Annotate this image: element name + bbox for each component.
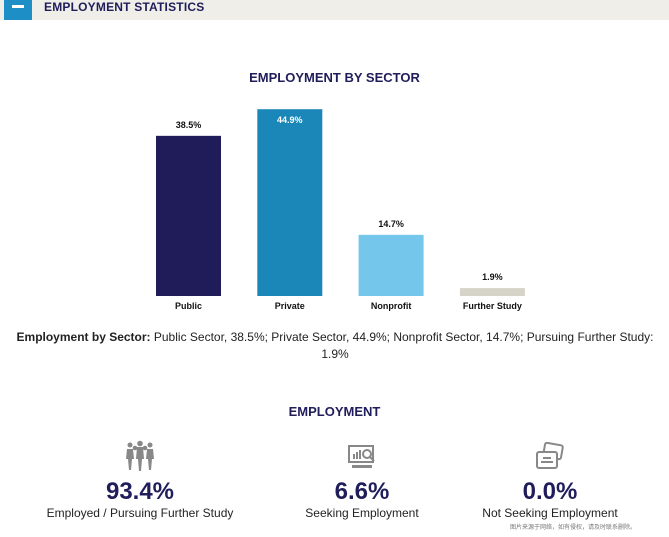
category-label: Nonprofit bbox=[371, 301, 412, 311]
description-text: Public Sector, 38.5%; Private Sector, 44… bbox=[150, 330, 654, 361]
data-label: 44.9% bbox=[277, 115, 303, 125]
collapse-toggle-button[interactable] bbox=[4, 0, 32, 20]
bar-chart: 38.5% Public 44.9% Private 14.7% Nonprofit 1.9… bbox=[156, 109, 525, 311]
bar-private bbox=[257, 109, 323, 296]
stat-value: 6.6% bbox=[334, 478, 390, 505]
stat-seeking: 6.6% Seeking Employment bbox=[252, 440, 472, 520]
data-label: 38.5% bbox=[176, 120, 202, 130]
stat-value: 93.4% bbox=[105, 478, 175, 505]
bar-further-study bbox=[459, 288, 525, 296]
stat-label: Employed / Pursuing Further Study bbox=[46, 506, 234, 520]
bar-public bbox=[156, 135, 221, 296]
stat-not-seeking: 0.0% Not Seeking Employment bbox=[440, 440, 660, 520]
bar-nonprofit bbox=[358, 234, 424, 296]
data-label: 1.9% bbox=[482, 272, 503, 282]
stat-label: Not Seeking Employment bbox=[482, 506, 618, 520]
category-label: Public bbox=[175, 301, 202, 311]
stat-employed: 93.4% Employed / Pursuing Further Study bbox=[30, 440, 250, 520]
data-label: 14.7% bbox=[378, 219, 404, 229]
people-group-icon bbox=[30, 440, 250, 472]
category-label: Further Study bbox=[463, 301, 522, 311]
chart-title: EMPLOYMENT BY SECTOR bbox=[249, 70, 420, 85]
employment-title: EMPLOYMENT bbox=[288, 404, 381, 419]
category-label: Private bbox=[275, 301, 305, 311]
monitor-search-icon bbox=[252, 440, 472, 472]
description-label: Employment by Sector: bbox=[16, 330, 151, 344]
cards-icon bbox=[440, 440, 660, 472]
chart-description: Employment by Sector: Public Sector, 38.… bbox=[10, 329, 660, 363]
section-header: EMPLOYMENT STATISTICS bbox=[0, 0, 669, 20]
stat-label: Seeking Employment bbox=[305, 506, 419, 520]
watermark: 图片来源于网络，如有侵权，请及时联系删除。 bbox=[510, 525, 637, 531]
section-title: EMPLOYMENT STATISTICS bbox=[44, 0, 205, 14]
stat-value: 0.0% bbox=[522, 478, 578, 505]
